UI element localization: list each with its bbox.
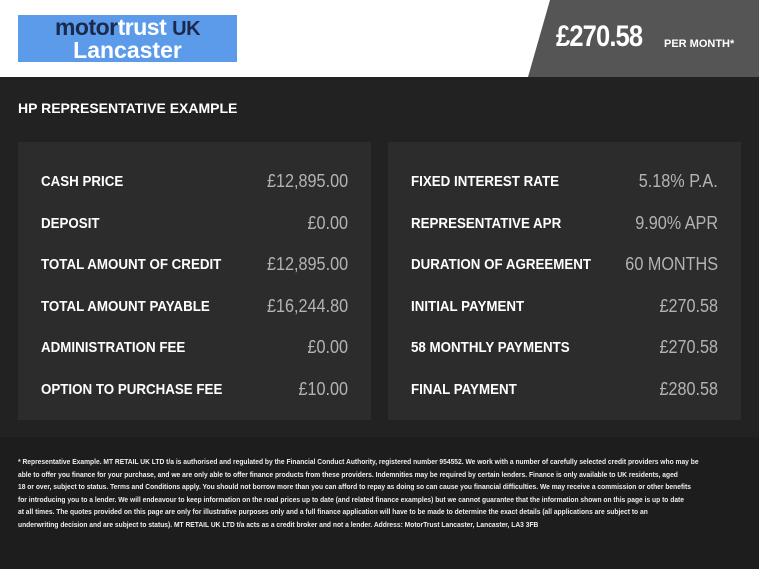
monthly-price: £270.58 PER MONTH*	[556, 20, 734, 54]
header: motortrust UK Lancaster £270.58 PER MONT…	[0, 0, 759, 77]
dealer-logo[interactable]: motortrust UK Lancaster	[18, 15, 237, 62]
finance-value: £0.00	[307, 212, 348, 233]
finance-row: ADMINISTRATION FEE £0.00	[41, 337, 348, 361]
finance-label: INITIAL PAYMENT	[411, 298, 525, 315]
finance-row: 58 MONTHLY PAYMENTS £270.58	[411, 337, 718, 361]
monthly-price-amount: £270.58	[556, 20, 643, 53]
finance-label: OPTION TO PURCHASE FEE	[41, 381, 223, 398]
finance-row: FIXED INTEREST RATE 5.18% P.A.	[411, 171, 718, 195]
finance-label: ADMINISTRATION FEE	[41, 340, 186, 356]
finance-label: CASH PRICE	[41, 174, 124, 190]
finance-panel-right: FIXED INTEREST RATE 5.18% P.A. REPRESENTAT…	[388, 142, 741, 420]
finance-value: £16,244.80	[266, 295, 348, 316]
finance-value: 9.90% APR	[635, 212, 718, 233]
finance-label: FIXED INTEREST RATE	[411, 174, 559, 190]
finance-row: INITIAL PAYMENT £270.58	[411, 296, 718, 320]
finance-value: £12,895.00	[266, 254, 348, 274]
finance-label: FINAL PAYMENT	[411, 381, 517, 398]
finance-label: DEPOSIT	[41, 215, 100, 232]
finance-value: 60 MONTHS	[625, 254, 718, 274]
finance-label: TOTAL AMOUNT PAYABLE	[41, 298, 210, 315]
disclaimer-line: * Representative Example. MT RETAIL UK L…	[18, 457, 699, 466]
logo-trust: trust	[117, 14, 167, 40]
finance-value: £0.00	[307, 337, 348, 357]
disclaimer-line: underwriting decision and are subject to…	[18, 519, 539, 529]
finance-row: DEPOSIT £0.00	[41, 213, 348, 237]
logo-location: Lancaster	[73, 37, 182, 63]
finance-value: £12,895.00	[266, 171, 348, 191]
disclaimer: * Representative Example. MT RETAIL UK L…	[0, 437, 759, 569]
finance-value: £270.58	[659, 337, 718, 357]
finance-row: CASH PRICE £12,895.00	[41, 171, 348, 195]
finance-row: DURATION OF AGREEMENT 60 MONTHS	[411, 254, 718, 278]
finance-row: TOTAL AMOUNT OF CREDIT £12,895.00	[41, 254, 348, 278]
finance-value: £10.00	[298, 378, 348, 399]
logo-motor: motor	[54, 14, 118, 40]
finance-panel-left: CASH PRICE £12,895.00 DEPOSIT £0.00 TOTAL AM…	[18, 142, 371, 420]
finance-label: REPRESENTATIVE APR	[411, 215, 562, 232]
per-month-label: PER MONTH*	[664, 38, 735, 50]
finance-label: TOTAL AMOUNT OF CREDIT	[41, 257, 222, 273]
finance-row: OPTION TO PURCHASE FEE £10.00	[41, 379, 348, 403]
finance-label: 58 MONTHLY PAYMENTS	[411, 340, 570, 356]
finance-value: £280.58	[659, 378, 718, 399]
logo-uk: UK	[172, 18, 201, 40]
finance-value: £270.58	[659, 295, 718, 316]
finance-row: FINAL PAYMENT £280.58	[411, 379, 718, 403]
disclaimer-line: at all times. The quotes provided on thi…	[18, 507, 648, 516]
price-bar	[528, 0, 759, 77]
finance-row: TOTAL AMOUNT PAYABLE £16,244.80	[41, 296, 348, 320]
finance-value: 5.18% P.A.	[639, 171, 718, 191]
finance-row: REPRESENTATIVE APR 9.90% APR	[411, 213, 718, 237]
section-title: HP REPRESENTATIVE EXAMPLE	[18, 100, 238, 116]
disclaimer-line: for introducing you to a lender. We will…	[18, 494, 684, 504]
disclaimer-line: 18 or over, subject to status. Terms and…	[18, 482, 691, 491]
disclaimer-line: able to offer you finance for your purch…	[18, 469, 678, 479]
finance-label: DURATION OF AGREEMENT	[411, 257, 592, 273]
